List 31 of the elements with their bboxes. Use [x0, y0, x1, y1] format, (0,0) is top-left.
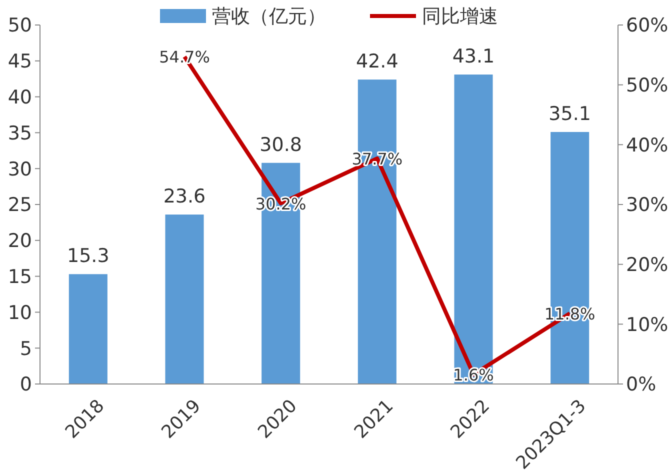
- bar: [454, 74, 493, 384]
- data-label: 15.3: [67, 245, 110, 268]
- legend-label: 同比增速: [422, 6, 498, 28]
- y2-tick-label: 60%: [626, 14, 668, 37]
- data-label: 35.1: [548, 102, 591, 125]
- y-tick-label: 25: [8, 194, 32, 216]
- y-tick-label: 20: [8, 230, 32, 252]
- y-tick-label: 35: [8, 122, 32, 144]
- bar: [68, 274, 108, 384]
- y-tick-label: 50: [8, 14, 32, 37]
- bar: [165, 214, 204, 384]
- data-label: 23.6: [163, 186, 206, 208]
- y-tick-label: 30: [8, 158, 32, 180]
- y2-tick-label: 0%: [626, 374, 656, 396]
- y-tick-label: 10: [8, 302, 32, 324]
- y-tick-label: 5: [20, 338, 32, 360]
- legend-label: 营收（亿元）: [212, 6, 326, 28]
- y-tick-label: 15: [8, 266, 32, 288]
- y2-tick-label: 50%: [626, 74, 668, 96]
- data-label: 1.6%: [453, 365, 494, 384]
- y2-tick-label: 20%: [626, 254, 668, 276]
- y2-tick-label: 40%: [626, 134, 668, 156]
- data-label: 43.1: [452, 46, 495, 68]
- data-label: 54.7%: [159, 48, 210, 67]
- y-tick-label: 0: [20, 374, 32, 396]
- y-tick-label: 45: [8, 50, 32, 73]
- y2-tick-label: 10%: [626, 314, 668, 336]
- y2-tick-label: 30%: [626, 194, 668, 216]
- data-label: 42.4: [356, 50, 398, 73]
- y-tick-label: 40: [8, 86, 32, 108]
- data-label: 30.8: [260, 134, 302, 156]
